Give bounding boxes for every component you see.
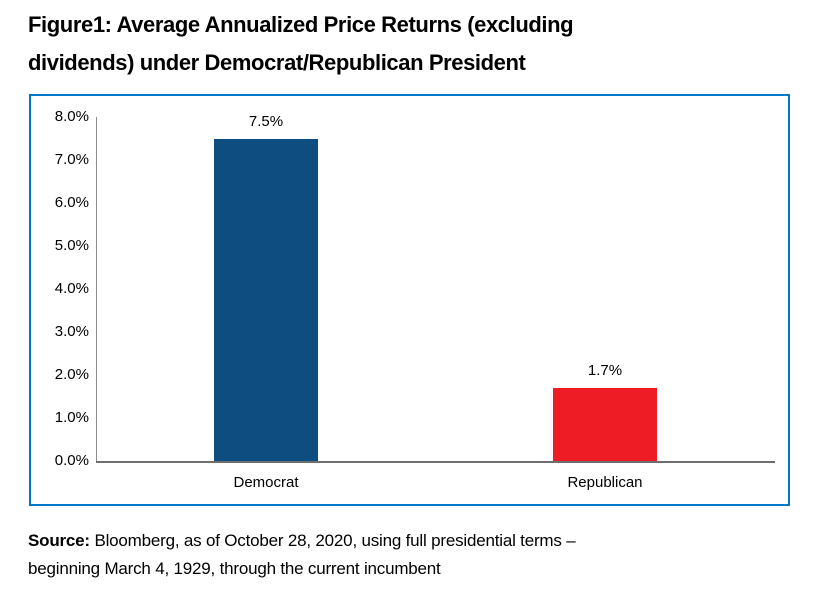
x-axis-category-label-democrat: Democrat bbox=[233, 474, 299, 491]
y-axis-tick-label: 4.0% bbox=[54, 280, 89, 297]
y-axis-tick-label: 6.0% bbox=[54, 194, 89, 211]
source-text-line2: beginning March 4, 1929, through the cur… bbox=[28, 559, 441, 578]
source-text-line1: Bloomberg, as of October 28, 2020, using… bbox=[94, 531, 576, 550]
bar-value-label-democrat: 7.5% bbox=[248, 112, 284, 130]
y-axis-tick-label: 2.0% bbox=[54, 366, 89, 383]
y-axis-tick-label: 8.0% bbox=[54, 108, 89, 125]
y-axis-tick-label: 3.0% bbox=[54, 323, 89, 340]
source-note: Source: Bloomberg, as of October 28, 202… bbox=[28, 527, 808, 583]
bar-democrat bbox=[214, 138, 318, 461]
y-axis-tick-label: 1.0% bbox=[54, 409, 89, 426]
figure-title-line2: dividends) under Democrat/Republican Pre… bbox=[28, 50, 526, 75]
x-axis-category-label-republican: Republican bbox=[567, 474, 643, 491]
source-label: Source: bbox=[28, 531, 90, 550]
x-axis-line bbox=[96, 461, 775, 463]
y-axis-line bbox=[96, 117, 97, 461]
figure-title: Figure1: Average Annualized Price Return… bbox=[28, 6, 788, 82]
figure-title-line1: Figure1: Average Annualized Price Return… bbox=[28, 12, 574, 37]
bar-republican bbox=[553, 387, 657, 461]
y-axis-tick-label: 7.0% bbox=[54, 151, 89, 168]
plot-area: 0.0% 1.0% 2.0% 3.0% 4.0% 5.0% 6.0% 7.0% 8.0% 7.5%… bbox=[31, 96, 788, 504]
bar-value-label-republican: 1.7% bbox=[587, 361, 623, 379]
chart-frame: 0.0% 1.0% 2.0% 3.0% 4.0% 5.0% 6.0% 7.0% 8.0% 7.5%… bbox=[29, 94, 790, 506]
y-axis-tick-label: 5.0% bbox=[54, 237, 89, 254]
y-axis-tick-label: 0.0% bbox=[54, 452, 89, 469]
